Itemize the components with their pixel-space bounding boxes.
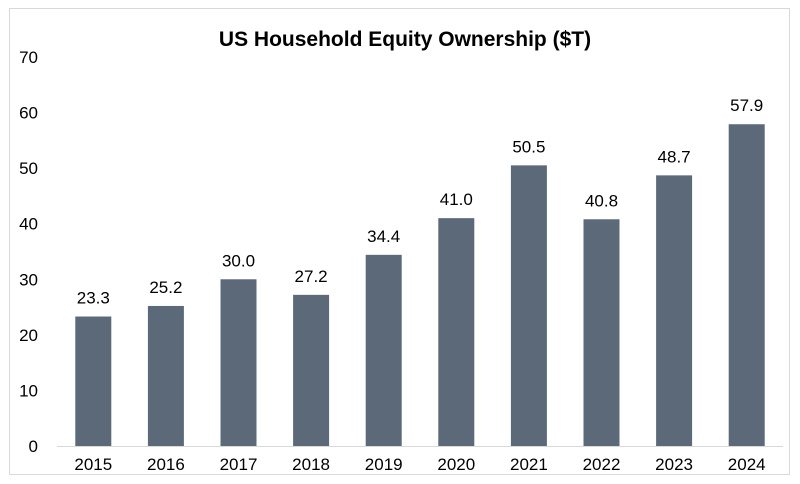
- bar-2024: [728, 124, 765, 447]
- x-tick-label: 2020: [437, 455, 475, 474]
- y-axis: 0 10 20 30 40 50 60 70: [19, 48, 38, 456]
- x-tick-label: 2017: [220, 455, 258, 474]
- bar-2016: [147, 305, 184, 446]
- bar-2020: [438, 218, 475, 446]
- y-tick-label: 70: [19, 48, 38, 67]
- x-tick-label: 2021: [510, 455, 548, 474]
- data-label-2022: 40.8: [585, 191, 618, 210]
- data-label-2021: 50.5: [512, 137, 545, 156]
- data-label-2019: 34.4: [367, 227, 400, 246]
- data-label-2015: 23.3: [77, 289, 110, 308]
- chart-title: US Household Equity Ownership ($T): [219, 28, 591, 51]
- data-label-2023: 48.7: [658, 147, 691, 166]
- x-tick-label: 2024: [728, 455, 766, 474]
- x-tick-label: 2019: [365, 455, 403, 474]
- y-tick-label: 30: [19, 270, 38, 289]
- bar-2015: [75, 316, 112, 446]
- x-tick-label: 2015: [74, 455, 112, 474]
- bar-2018: [293, 294, 330, 446]
- bar-2019: [365, 254, 402, 446]
- x-tick-label: 2016: [147, 455, 185, 474]
- data-label-2018: 27.2: [295, 267, 328, 286]
- x-tick-label: 2022: [583, 455, 621, 474]
- data-label-2016: 25.2: [149, 278, 182, 297]
- data-label-2024: 57.9: [730, 96, 763, 115]
- data-label-2017: 30.0: [222, 251, 255, 270]
- y-tick-label: 40: [19, 215, 38, 234]
- x-tick-label: 2018: [292, 455, 330, 474]
- data-labels: 23.3 25.2 30.0 27.2 34.4 41.0 50.5 40.8 48.7 57.9: [77, 96, 763, 307]
- bars: [75, 124, 765, 447]
- bar-2022: [583, 219, 620, 446]
- y-tick-label: 10: [19, 381, 38, 400]
- bar-2023: [656, 175, 693, 447]
- x-tick-label: 2023: [655, 455, 693, 474]
- y-tick-label: 0: [29, 437, 38, 456]
- y-tick-label: 50: [19, 159, 38, 178]
- data-label-2020: 41.0: [440, 190, 473, 209]
- x-axis: 2015 2016 2017 2018 2019 2020 2021 2022 2023 2024: [74, 455, 765, 474]
- y-tick-label: 60: [19, 104, 38, 123]
- bar-2017: [220, 279, 257, 446]
- bar-2021: [510, 165, 547, 446]
- y-tick-label: 20: [19, 326, 38, 345]
